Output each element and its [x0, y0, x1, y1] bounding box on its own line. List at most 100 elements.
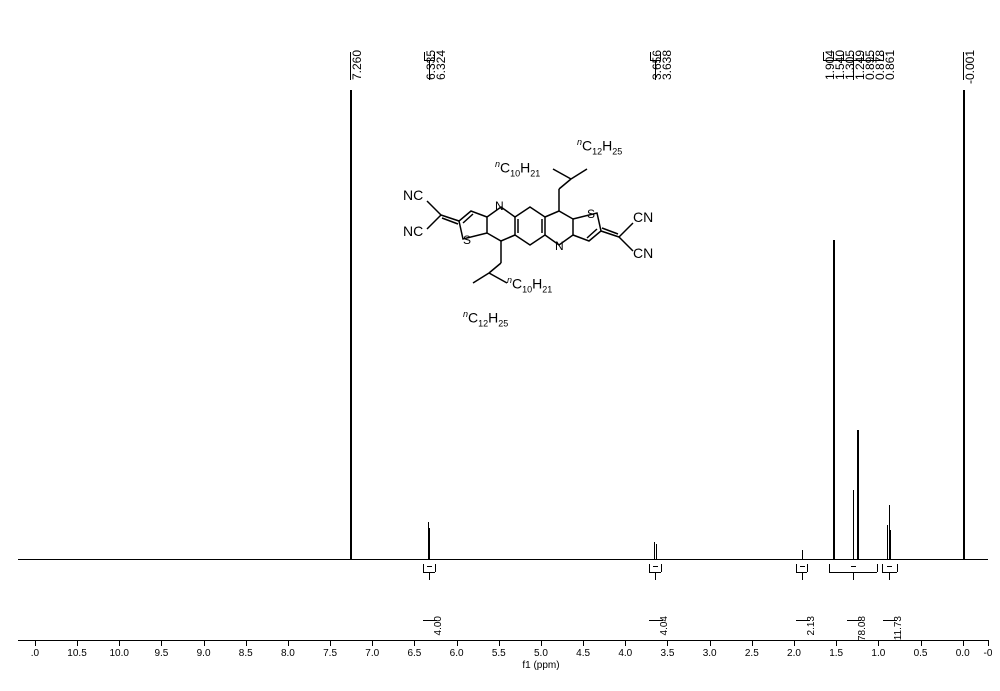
spectrum-peak [857, 430, 859, 560]
integration-tick [877, 564, 878, 572]
baseline [18, 559, 988, 560]
axis-tick [77, 640, 78, 646]
spectrum-peak [656, 544, 657, 560]
integration-stem [802, 572, 803, 580]
axis-tick [372, 640, 373, 646]
integration-arrowhead [653, 566, 658, 567]
x-axis-title: f1 (ppm) [522, 660, 559, 671]
integration-stem [889, 572, 890, 580]
spectrum-peak [802, 550, 803, 560]
integration-tick [829, 564, 830, 572]
nmr-figure: { "peak_labels": [ {"ppm": 7.260, "text"… [0, 0, 1000, 691]
spectrum-peak [853, 490, 854, 560]
peak-label-tick [863, 52, 864, 60]
peak-label-tick [853, 52, 854, 60]
axis-tick-label: 9.5 [154, 648, 168, 659]
axis-tick [119, 640, 120, 646]
mol-label-s-left: S [463, 233, 471, 247]
integration-tick [661, 564, 662, 572]
mol-label-n-right: N [555, 239, 564, 253]
axis-tick-label: 10.5 [67, 648, 86, 659]
axis-tick [161, 640, 162, 646]
axis-tick [921, 640, 922, 646]
integration-stem [655, 572, 656, 580]
axis-tick-label: 9.0 [197, 648, 211, 659]
axis-tick-label: 3.0 [703, 648, 717, 659]
integration-tick [796, 564, 797, 572]
axis-tick-label: -0 [984, 648, 993, 659]
peak-ppm-label: 3.638 [660, 50, 674, 80]
axis-tick [330, 640, 331, 646]
axis-tick [752, 640, 753, 646]
peak-label-tick [434, 52, 435, 60]
peak-label-tick [833, 52, 834, 60]
integration-underline [883, 620, 897, 621]
integration-value: 4.00 [433, 616, 444, 635]
integration-arrowhead [851, 566, 856, 567]
peak-label-tick [883, 52, 884, 60]
axis-tick-label: 0.0 [956, 648, 970, 659]
axis-tick [583, 640, 584, 646]
peak-ppm-label: 0.861 [883, 50, 897, 80]
axis-tick-label: 4.0 [618, 648, 632, 659]
axis-tick [963, 640, 964, 646]
axis-tick [541, 640, 542, 646]
integration-underline [796, 620, 810, 621]
integration-arrowhead [427, 566, 432, 567]
peak-label-tick [424, 52, 425, 60]
axis-tick-label: .0 [31, 648, 39, 659]
axis-tick-label: 1.5 [829, 648, 843, 659]
peak-group-stem [655, 60, 656, 80]
axis-tick-label: 8.0 [281, 648, 295, 659]
peak-label-tick [350, 52, 351, 60]
peak-ppm-label: -0.001 [963, 50, 977, 84]
peak-label-tick [823, 52, 824, 60]
integration-value: 2.13 [806, 616, 817, 635]
peak-group-stem [963, 60, 964, 80]
integration-tick [649, 564, 650, 572]
x-axis-line [18, 640, 988, 641]
axis-tick-label: 5.0 [534, 648, 548, 659]
axis-tick [988, 640, 989, 646]
spectrum-peak [833, 240, 835, 560]
peak-group-stem [853, 60, 854, 80]
integration-arrowhead [800, 566, 805, 567]
axis-tick [35, 640, 36, 646]
mol-label-c10-top: nC10H21 [495, 159, 540, 178]
integration-underline [649, 620, 663, 621]
axis-tick-label: 2.5 [745, 648, 759, 659]
axis-tick [710, 640, 711, 646]
molecule-structure: NC NC CN CN N N S S nC12H25 nC10H21 nC10… [355, 115, 695, 350]
mol-label-nc-bl: NC [403, 223, 423, 239]
mol-label-nc-tl: NC [403, 187, 423, 203]
integration-tick [423, 564, 424, 572]
axis-tick [836, 640, 837, 646]
peak-group-stem [429, 60, 430, 80]
axis-tick [667, 640, 668, 646]
axis-tick-label: 5.5 [492, 648, 506, 659]
mol-label-cn-br: CN [633, 245, 653, 261]
axis-tick [457, 640, 458, 646]
axis-tick [794, 640, 795, 646]
mol-label-c12-top: nC12H25 [577, 137, 622, 156]
peak-label-tick [963, 52, 964, 60]
axis-tick [288, 640, 289, 646]
spectrum-peak [963, 90, 965, 560]
mol-label-n-left: N [495, 199, 504, 213]
axis-tick-label: 7.5 [323, 648, 337, 659]
axis-tick [414, 640, 415, 646]
axis-tick-label: 6.0 [450, 648, 464, 659]
integration-stem [853, 572, 854, 580]
axis-tick-label: 6.5 [407, 648, 421, 659]
axis-tick-label: 0.5 [914, 648, 928, 659]
axis-tick [625, 640, 626, 646]
peak-label-tick [660, 52, 661, 60]
axis-tick-label: 1.0 [871, 648, 885, 659]
mol-label-c10-bot: nC10H21 [507, 275, 552, 294]
peak-label-tick [650, 52, 651, 60]
integration-value: 4.04 [659, 616, 670, 635]
axis-tick [878, 640, 879, 646]
integration-tick [897, 564, 898, 572]
axis-tick [499, 640, 500, 646]
integration-stem [429, 572, 430, 580]
